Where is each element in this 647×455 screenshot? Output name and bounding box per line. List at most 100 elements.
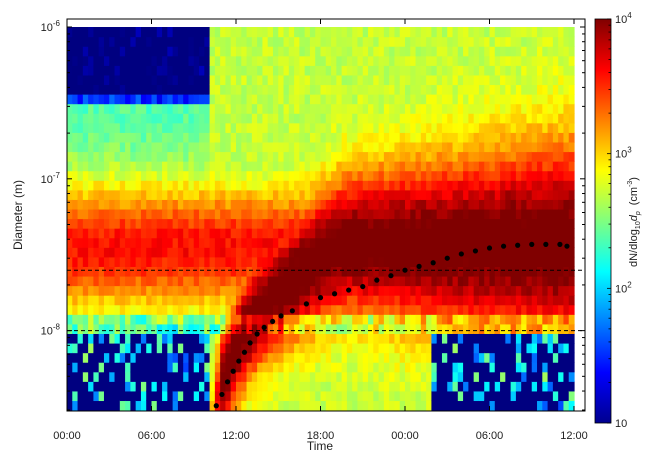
heatmap-cell [204, 36, 211, 47]
heatmap-cell [236, 55, 242, 66]
heatmap-cell [531, 275, 538, 287]
heatmap-cell [489, 381, 496, 392]
heatmap-cell [368, 65, 374, 76]
heatmap-cell [494, 122, 501, 133]
heatmap-cell [220, 122, 227, 133]
heatmap-cell [505, 36, 512, 47]
heatmap-cell [156, 27, 163, 38]
heatmap-cell [119, 218, 126, 229]
heatmap-cell [436, 122, 443, 133]
heatmap-cell [468, 247, 475, 258]
heatmap-cell [537, 94, 543, 105]
heatmap-cell [426, 342, 433, 354]
heatmap-cell [135, 94, 142, 105]
heatmap-cell [452, 371, 459, 382]
heatmap-cell [236, 94, 242, 105]
heatmap-cell [146, 275, 153, 287]
heatmap-cell [420, 151, 427, 162]
heatmap-cell [431, 132, 438, 143]
heatmap-cell [267, 141, 274, 153]
heatmap-cell [82, 371, 89, 382]
heatmap-cell [209, 122, 216, 133]
heatmap-cell [130, 84, 137, 95]
heatmap-cell [230, 180, 237, 191]
heatmap-cell [225, 189, 232, 200]
heatmap-cell [357, 275, 364, 287]
heatmap-cell [82, 141, 89, 153]
heatmap-cell [415, 256, 422, 267]
heatmap-cell [236, 180, 242, 191]
heatmap-cell [468, 390, 475, 402]
heatmap-cell [368, 122, 374, 133]
heatmap-cell [478, 218, 485, 229]
heatmap-cell [188, 400, 195, 411]
heatmap-cell [188, 94, 195, 105]
heatmap-cell [405, 170, 411, 181]
heatmap-cell [88, 362, 95, 373]
heatmap-cell [315, 151, 322, 162]
heatmap-cell [283, 180, 290, 191]
heatmap-cell [325, 400, 332, 411]
heatmap-cell [140, 275, 147, 287]
heatmap-cell [283, 285, 290, 296]
heatmap-cell [394, 371, 401, 382]
heatmap-cell [484, 36, 491, 47]
heatmap-cell [426, 84, 433, 95]
heatmap-cell [500, 247, 506, 258]
heatmap-cell [220, 352, 227, 363]
heatmap-cell [125, 151, 131, 162]
heatmap-cell [415, 74, 422, 86]
heatmap-cell [341, 113, 348, 124]
heatmap-cell [457, 228, 464, 239]
heatmap-cell [405, 256, 411, 267]
heatmap-cell [399, 362, 406, 373]
heatmap-cell [103, 285, 110, 296]
heatmap-cell [505, 266, 512, 277]
heatmap-cell [537, 247, 543, 258]
heatmap-cell [521, 113, 528, 124]
heatmap-cell [304, 304, 311, 315]
heatmap-cell [72, 65, 79, 76]
heatmap-cell [125, 208, 131, 220]
heatmap-cell [420, 161, 427, 172]
heatmap-cell [447, 94, 454, 105]
heatmap-cell [72, 199, 79, 210]
heatmap-cell [452, 390, 459, 402]
heatmap-cell [278, 199, 285, 210]
heatmap-cell [278, 27, 285, 38]
heatmap-cell [119, 141, 126, 153]
heatmap-cell [246, 333, 253, 344]
heatmap-cell [88, 189, 95, 200]
heatmap-cell [394, 94, 401, 105]
heatmap-cell [568, 228, 575, 239]
heatmap-cell [341, 208, 348, 220]
heatmap-cell [478, 84, 485, 95]
heatmap-cell [457, 285, 464, 296]
heatmap-cell [162, 237, 168, 248]
heatmap-cell [426, 113, 433, 124]
heatmap-cell [103, 74, 110, 86]
heatmap-cell [537, 381, 543, 392]
heatmap-cell [510, 218, 517, 229]
heatmap-cell [109, 151, 116, 162]
heatmap-cell [568, 122, 575, 133]
heatmap-cell [135, 285, 142, 296]
heatmap-cell [563, 74, 570, 86]
heatmap-cell [373, 381, 380, 392]
heatmap-cell [183, 362, 190, 373]
heatmap-cell [204, 103, 211, 114]
heatmap-cell [146, 218, 153, 229]
heatmap-cell [552, 218, 559, 229]
heatmap-cell [331, 400, 337, 411]
heatmap-cell [521, 208, 528, 220]
heatmap-cell [378, 74, 385, 86]
heatmap-cell [283, 141, 290, 153]
heatmap-cell [473, 180, 480, 191]
heatmap-cell [547, 362, 554, 373]
heatmap-cell [193, 65, 200, 76]
heatmap-cell [283, 103, 290, 114]
heatmap-cell [236, 132, 242, 143]
heatmap-cell [167, 285, 174, 296]
heatmap-cell [236, 275, 242, 287]
heatmap-cell [336, 228, 343, 239]
